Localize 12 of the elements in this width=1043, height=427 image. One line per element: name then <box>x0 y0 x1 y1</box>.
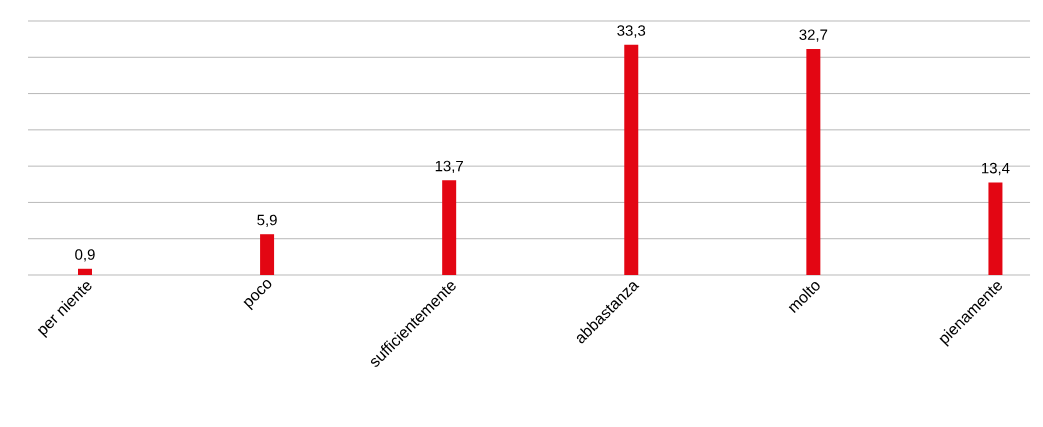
data-label: 5,9 <box>257 214 277 228</box>
data-label: 0,9 <box>75 249 95 262</box>
bar <box>260 234 275 275</box>
bar <box>77 268 92 275</box>
bar <box>624 44 639 275</box>
data-label: 13,7 <box>435 160 463 174</box>
data-label: 13,4 <box>982 162 1010 176</box>
bar <box>442 180 457 275</box>
bar <box>988 182 1003 275</box>
data-label: 32,7 <box>799 29 828 42</box>
bar <box>806 48 821 275</box>
data-label: 33,3 <box>617 25 646 38</box>
